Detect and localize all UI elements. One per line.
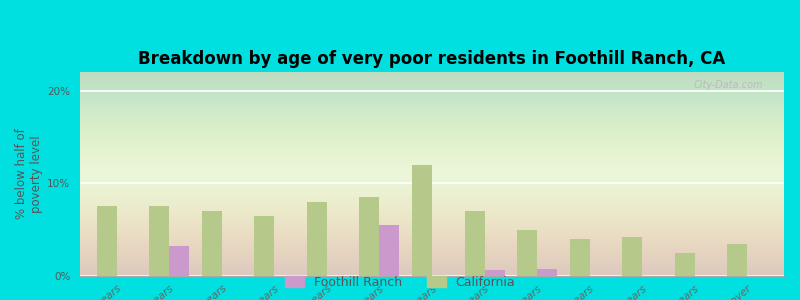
Bar [727, 244, 747, 276]
Bar [485, 269, 505, 276]
Bar [674, 253, 694, 276]
Bar [412, 165, 432, 276]
Bar [570, 239, 590, 276]
Y-axis label: % below half of
poverty level: % below half of poverty level [15, 129, 43, 219]
Bar [97, 206, 117, 276]
Bar [359, 197, 379, 276]
Bar [307, 202, 327, 276]
Bar [379, 225, 399, 276]
Bar [254, 216, 274, 276]
Bar [622, 237, 642, 276]
Bar [202, 211, 222, 276]
Bar [150, 206, 170, 276]
Text: City-Data.com: City-Data.com [694, 80, 763, 90]
Title: Breakdown by age of very poor residents in Foothill Ranch, CA: Breakdown by age of very poor residents … [138, 50, 726, 68]
Bar [537, 268, 557, 276]
Legend: Foothill Ranch, California: Foothill Ranch, California [280, 271, 520, 294]
Bar [465, 211, 485, 276]
Bar [170, 246, 190, 276]
Bar [517, 230, 537, 276]
